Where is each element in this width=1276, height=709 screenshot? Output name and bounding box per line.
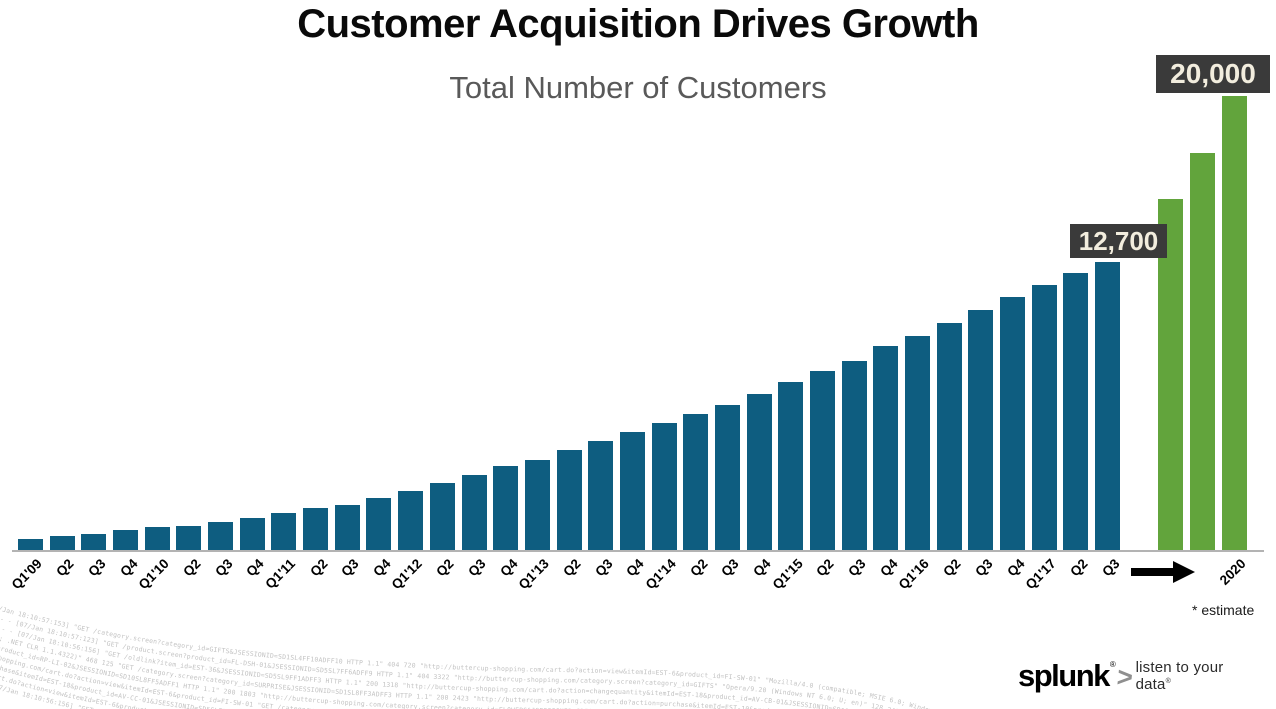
bar-actual-Q1'13 bbox=[524, 460, 550, 550]
x-axis-label: Q1'12 bbox=[389, 556, 426, 593]
splunk-tagline: listen to your data® bbox=[1136, 659, 1258, 693]
bar-actual-Q4 bbox=[619, 432, 645, 550]
x-axis-label: Q4 bbox=[496, 556, 521, 580]
bar-actual-Q3 bbox=[588, 441, 614, 550]
bar-actual-Q2 bbox=[556, 450, 582, 550]
bar-actual-Q2 bbox=[49, 536, 75, 550]
x-axis-label: Q3 bbox=[465, 556, 489, 580]
x-axis-label: Q1'13 bbox=[515, 556, 552, 593]
x-axis-line bbox=[12, 550, 1264, 552]
bar-actual-Q4 bbox=[493, 466, 519, 550]
bar-actual-Q1'16 bbox=[905, 335, 931, 550]
bar-actual-Q2 bbox=[683, 413, 709, 550]
tagline-text: listen to your data bbox=[1135, 659, 1224, 693]
data-label-estimate: 20,000 bbox=[1156, 55, 1270, 93]
x-axis-label: Q2 bbox=[813, 556, 838, 580]
x-axis-label: Q1'10 bbox=[135, 556, 172, 593]
bar-actual-Q1'17 bbox=[1031, 284, 1057, 550]
splunk-wordmark: splunk bbox=[1018, 658, 1110, 693]
bar-actual-Q3 bbox=[841, 360, 867, 550]
bar-actual-Q1'10 bbox=[144, 527, 170, 550]
bar-actual-Q1'11 bbox=[271, 512, 297, 550]
bar-actual-Q4 bbox=[1000, 297, 1026, 550]
x-axis-label: Q4 bbox=[243, 556, 267, 580]
x-axis-label: Q3 bbox=[718, 556, 743, 580]
tagline-trademark-icon: ® bbox=[1165, 678, 1171, 685]
bar-actual-Q2 bbox=[1063, 273, 1089, 550]
estimate-footnote: * estimate bbox=[1192, 602, 1255, 618]
bar-actual-Q3 bbox=[968, 309, 994, 550]
x-axis-label: Q2 bbox=[1067, 556, 1091, 580]
registered-trademark-icon: ® bbox=[1109, 659, 1116, 669]
x-axis-label: Q3 bbox=[85, 556, 109, 580]
bar-actual-Q4 bbox=[239, 518, 265, 550]
x-axis-label: Q1'16 bbox=[895, 556, 933, 593]
x-axis-label: Q4 bbox=[370, 556, 394, 580]
x-axis-label: Q2 bbox=[306, 556, 331, 580]
x-axis-label: Q2 bbox=[180, 556, 204, 580]
bar-actual-Q1'15 bbox=[778, 382, 804, 550]
bar-actual-Q4 bbox=[746, 393, 772, 550]
bar-actual-Q1'14 bbox=[651, 423, 677, 550]
x-axis-label: Q3 bbox=[845, 556, 869, 580]
x-axis-label: 2020 bbox=[1217, 556, 1249, 588]
x-axis-label: Q3 bbox=[211, 556, 236, 580]
x-axis-label: Q1'09 bbox=[8, 556, 46, 593]
x-axis-label: Q2 bbox=[687, 556, 711, 580]
bar-actual-Q3 bbox=[208, 521, 234, 550]
x-axis-label: Q1'15 bbox=[769, 556, 806, 593]
chart-subtitle: Total Number of Customers bbox=[449, 70, 827, 105]
bar-actual-Q2 bbox=[303, 508, 329, 550]
x-axis-label: Q4 bbox=[877, 556, 901, 580]
x-axis-label: Q3 bbox=[972, 556, 996, 580]
splunk-logo: splunk ® > listen to your data® bbox=[1018, 656, 1258, 696]
x-axis-label: Q1'17 bbox=[1022, 556, 1059, 593]
bar-actual-Q2 bbox=[429, 483, 455, 550]
x-axis-label: Q4 bbox=[623, 556, 648, 580]
x-axis-label: Q1'14 bbox=[642, 556, 679, 593]
x-axis-label: Q3 bbox=[592, 556, 616, 580]
x-axis-label: Q2 bbox=[560, 556, 584, 580]
x-axis-label: Q4 bbox=[1003, 556, 1028, 580]
x-axis-label: Q4 bbox=[750, 556, 774, 580]
right-arrow-icon bbox=[1131, 561, 1195, 583]
bar-actual-Q3 bbox=[334, 504, 360, 550]
bar-actual-Q1'12 bbox=[398, 491, 424, 550]
bar-actual-Q2 bbox=[810, 370, 835, 550]
data-label-actual: 12,700 bbox=[1070, 224, 1167, 258]
chart-title: Customer Acquisition Drives Growth bbox=[297, 2, 979, 46]
bar-estimate-2020 bbox=[1221, 96, 1247, 550]
bar-actual-Q3 bbox=[1095, 262, 1121, 550]
bar-actual-Q2 bbox=[936, 323, 962, 550]
x-axis-label: Q3 bbox=[338, 556, 362, 580]
bar-actual-Q4 bbox=[873, 345, 899, 550]
bar-actual-Q3 bbox=[461, 475, 487, 550]
bar-actual-Q2 bbox=[176, 526, 202, 550]
x-axis-label: Q4 bbox=[116, 556, 141, 580]
bar-actual-Q3 bbox=[714, 404, 740, 550]
x-axis-label: Q2 bbox=[940, 556, 964, 580]
bar-estimate-e1 bbox=[1190, 153, 1216, 550]
x-axis-label: Q3 bbox=[1098, 556, 1123, 580]
splunk-chevron-icon: > bbox=[1115, 661, 1135, 692]
bar-actual-Q4 bbox=[113, 529, 139, 550]
bar-actual-Q3 bbox=[81, 534, 107, 550]
bar-actual-Q1'09 bbox=[18, 538, 43, 550]
bar-actual-Q4 bbox=[366, 497, 392, 550]
x-axis-label: Q1'11 bbox=[262, 556, 299, 592]
x-axis-label: Q2 bbox=[53, 556, 77, 580]
x-axis-label: Q2 bbox=[433, 556, 457, 580]
